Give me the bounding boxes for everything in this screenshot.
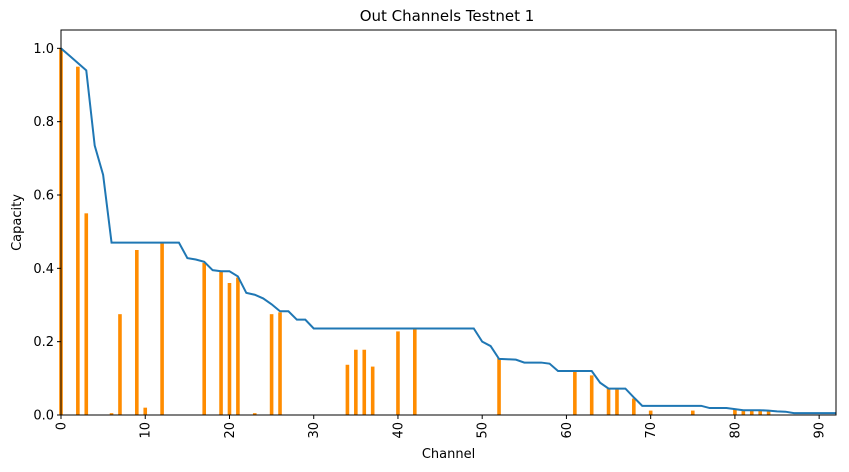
- x-axis-label: Channel: [422, 447, 475, 462]
- x-tick-label: 80: [728, 422, 743, 439]
- bar: [648, 410, 653, 415]
- x-tick-label: 20: [223, 422, 238, 439]
- x-tick-label: 50: [476, 422, 491, 439]
- bar: [227, 283, 232, 415]
- x-tick-label: 60: [560, 422, 575, 439]
- x-tick-label: 40: [391, 422, 406, 439]
- y-tick-label: 0.0: [33, 409, 54, 424]
- bar: [396, 331, 400, 415]
- bar: [109, 413, 114, 415]
- bar: [362, 349, 367, 415]
- x-tick-label: 90: [813, 422, 828, 439]
- y-axis-ticks: 0.0 0.2 0.4 0.6 0.8 1.0: [33, 42, 61, 424]
- bar: [758, 410, 762, 415]
- plot-frame: [60, 29, 837, 416]
- bar: [135, 250, 139, 415]
- y-tick-label: 0.6: [33, 189, 54, 204]
- bar: [741, 410, 746, 415]
- x-tick-label: 0: [55, 422, 70, 430]
- bar: [76, 66, 80, 416]
- bar: [733, 409, 737, 415]
- bar: [236, 277, 240, 415]
- bar: [143, 407, 148, 415]
- bar: [413, 328, 417, 415]
- bar: [269, 314, 274, 415]
- bar: [84, 213, 89, 415]
- y-axis-label: Capacity: [10, 194, 25, 251]
- bar: [497, 358, 501, 415]
- y-tick-label: 0.4: [33, 262, 54, 277]
- bar: [219, 272, 223, 415]
- bar: [632, 398, 636, 415]
- bar: [606, 388, 611, 415]
- bar: [615, 389, 619, 415]
- bar: [202, 262, 207, 415]
- x-tick-label: 30: [307, 422, 322, 439]
- bar: [589, 375, 594, 415]
- bar: [354, 349, 358, 415]
- bar: [345, 364, 350, 415]
- x-axis-ticks: 0 10 20 30 40 50 60 70 80 90: [55, 415, 828, 439]
- bar: [118, 314, 122, 415]
- x-tick-label: 70: [644, 422, 659, 439]
- line-series: [60, 47, 836, 415]
- y-tick-label: 0.2: [33, 335, 54, 350]
- bar: [370, 366, 375, 415]
- bar: [573, 371, 577, 415]
- bar-series: [59, 48, 771, 416]
- bar: [749, 410, 754, 415]
- bar: [160, 242, 164, 415]
- y-tick-label: 0.8: [33, 115, 54, 130]
- bar: [252, 413, 257, 415]
- x-tick-label: 10: [139, 422, 154, 439]
- bar: [766, 410, 771, 415]
- bar: [278, 312, 282, 415]
- y-tick-label: 1.0: [33, 42, 54, 57]
- chart-title: Out Channels Testnet 1: [360, 7, 535, 25]
- bar: [690, 410, 695, 415]
